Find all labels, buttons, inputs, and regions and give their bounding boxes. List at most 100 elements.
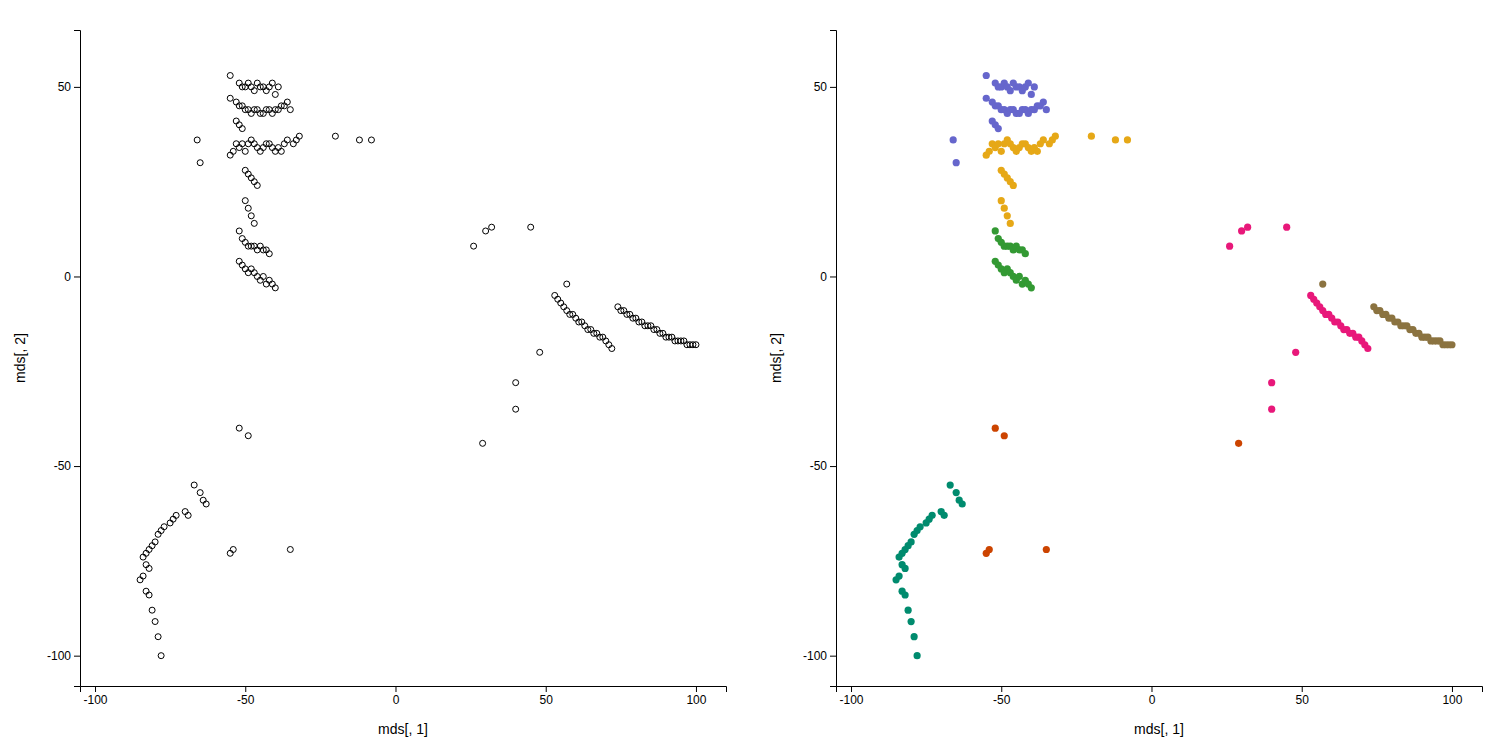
point (230, 546, 236, 552)
point (1031, 83, 1038, 90)
point (983, 95, 990, 102)
point (998, 148, 1005, 155)
tick-mark (95, 686, 96, 692)
tick-label: 50 (540, 693, 554, 707)
point (992, 425, 999, 432)
point (260, 273, 266, 279)
tick-mark (830, 656, 836, 657)
point (1010, 182, 1017, 189)
point (155, 634, 161, 640)
x-axis: -100 -50 0 50 100 (837, 686, 1483, 707)
y-axis: -100-50050 (803, 31, 837, 687)
point (1235, 440, 1242, 447)
tick-mark (74, 87, 80, 88)
point (513, 406, 519, 412)
point (983, 72, 990, 79)
point (528, 224, 534, 230)
point (1319, 280, 1326, 287)
tick-label: -100 (84, 693, 108, 707)
point (905, 607, 912, 614)
point (1034, 148, 1041, 155)
tick-mark (1302, 686, 1303, 692)
point (908, 618, 915, 625)
point (227, 73, 233, 79)
tick-mark (830, 276, 836, 277)
point (1007, 220, 1014, 227)
point (245, 205, 251, 211)
point (158, 653, 164, 659)
point (146, 565, 152, 571)
point (1244, 224, 1251, 231)
point (947, 481, 954, 488)
tick-label: 100 (1442, 693, 1462, 707)
tick-mark (851, 686, 852, 692)
point (564, 281, 570, 287)
tick-mark (1001, 686, 1002, 692)
axis-line (837, 687, 1483, 693)
point (998, 197, 1005, 204)
tick: -50 (54, 459, 80, 473)
point (137, 577, 143, 583)
point (892, 576, 899, 583)
tick-mark (1452, 686, 1453, 692)
tick-mark (830, 466, 836, 467)
tick: 0 (393, 686, 400, 707)
point (1448, 341, 1455, 348)
point (140, 554, 146, 560)
panel: -100-50050100-100-50050mds[, 1]mds[, 2] (12, 31, 727, 738)
tick: 0 (820, 270, 836, 284)
point (287, 546, 293, 552)
point (1268, 406, 1275, 413)
point (902, 565, 909, 572)
axis-line (74, 31, 81, 687)
tick-label: 100 (686, 693, 706, 707)
y-axis: -100-50050 (47, 31, 81, 687)
point (191, 482, 197, 488)
tick: -50 (237, 686, 255, 707)
tick-label: 50 (1296, 693, 1310, 707)
tick-label: -100 (840, 693, 864, 707)
axis-line (81, 687, 727, 693)
tick: -50 (993, 686, 1011, 707)
tick-label: 50 (58, 80, 72, 94)
y-axis-title: mds[, 2] (768, 333, 784, 383)
point (227, 95, 233, 101)
point (1283, 224, 1290, 231)
tick-mark (830, 87, 836, 88)
point (149, 607, 155, 613)
point (1016, 273, 1023, 280)
point (992, 227, 999, 234)
tick: 0 (64, 270, 80, 284)
tick-mark (546, 686, 547, 692)
point (251, 88, 257, 94)
point (941, 512, 948, 519)
panel: -100-50050100-100-50050mds[, 1]mds[, 2] (768, 31, 1483, 738)
tick-label: -50 (54, 459, 72, 473)
point (986, 148, 993, 155)
point (1007, 87, 1014, 94)
point (269, 80, 275, 86)
point (284, 137, 290, 143)
point (155, 531, 161, 537)
point (489, 224, 495, 230)
point (1025, 79, 1032, 86)
series (950, 72, 1050, 166)
point (609, 346, 615, 352)
point (197, 160, 203, 166)
point (986, 546, 993, 553)
tick: 100 (686, 686, 706, 707)
point (537, 349, 543, 355)
point (995, 125, 1002, 132)
point (1238, 227, 1245, 234)
series (983, 425, 1243, 557)
tick: 50 (540, 686, 554, 707)
point (275, 84, 281, 90)
point (959, 500, 966, 507)
point (239, 141, 245, 147)
series (983, 133, 1131, 227)
tick-label: -50 (810, 459, 828, 473)
point (1124, 136, 1131, 143)
point (203, 501, 209, 507)
tick-label: 0 (1149, 693, 1156, 707)
point (1004, 212, 1011, 219)
